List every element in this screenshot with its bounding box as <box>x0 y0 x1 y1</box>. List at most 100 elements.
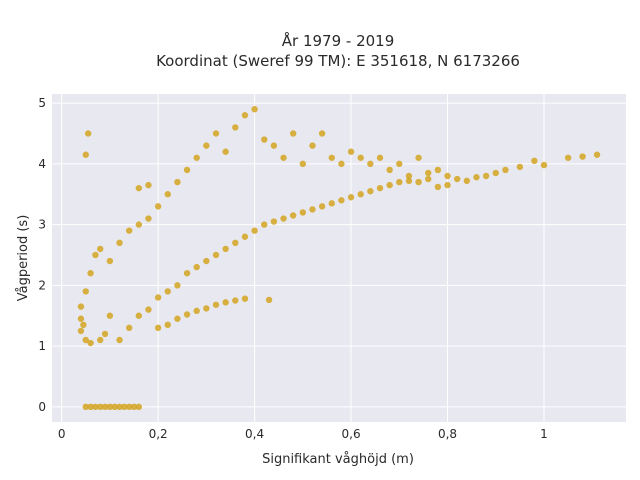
data-point <box>434 166 442 174</box>
data-point <box>203 142 210 149</box>
data-point <box>251 105 258 113</box>
data-point <box>193 307 200 315</box>
data-point <box>444 181 451 189</box>
data-points <box>77 105 601 411</box>
data-point <box>106 403 114 411</box>
data-point <box>183 269 191 277</box>
data-point <box>174 315 181 322</box>
data-point <box>299 209 307 216</box>
x-tick-label: 0,2 <box>149 427 168 441</box>
data-point <box>193 263 200 271</box>
data-point <box>299 160 307 168</box>
data-point <box>232 124 239 131</box>
y-tick-label: 0 <box>38 400 46 414</box>
data-point <box>405 177 413 185</box>
x-tick-label: 0 <box>58 427 66 441</box>
data-point <box>367 160 374 168</box>
data-point <box>82 288 89 295</box>
data-point <box>116 403 123 411</box>
data-point <box>265 296 273 304</box>
data-point <box>212 251 220 259</box>
x-axis-ticks: 0 0,2 0,4 0,6 0,8 1 <box>58 427 548 441</box>
data-point <box>87 339 94 347</box>
data-point <box>87 269 94 277</box>
plot-area <box>52 94 626 422</box>
data-point <box>516 163 524 171</box>
x-axis-label: Signifikant våghöjd (m) <box>262 452 414 467</box>
data-point <box>193 154 200 161</box>
data-point <box>251 227 258 234</box>
data-point <box>318 130 326 137</box>
data-point <box>376 184 384 192</box>
data-point <box>174 282 181 289</box>
data-point <box>289 130 297 137</box>
data-point <box>174 178 181 186</box>
data-point <box>82 336 89 344</box>
data-point <box>241 295 249 302</box>
data-point <box>183 166 191 174</box>
data-point <box>183 311 191 318</box>
data-point <box>116 336 123 344</box>
data-point <box>367 187 374 195</box>
data-point <box>434 183 442 191</box>
data-point <box>97 403 104 411</box>
data-point <box>130 403 138 411</box>
x-tick-label: 0,4 <box>245 427 264 441</box>
data-point <box>502 166 509 174</box>
data-point <box>347 148 355 155</box>
data-point <box>106 257 114 265</box>
data-point <box>482 172 490 180</box>
data-point <box>121 403 128 411</box>
grid-lines <box>52 94 626 422</box>
data-point <box>145 215 152 222</box>
data-point <box>241 112 249 119</box>
data-point <box>357 191 364 198</box>
data-point <box>145 306 152 313</box>
data-point <box>87 403 94 411</box>
data-point <box>135 312 143 319</box>
data-point <box>125 403 133 411</box>
data-point <box>135 403 143 411</box>
data-point <box>222 245 229 253</box>
data-point <box>101 403 109 411</box>
data-point <box>261 221 268 228</box>
data-point <box>203 257 210 265</box>
y-tick-label: 2 <box>38 278 46 292</box>
chart-subtitle: Koordinat (Sweref 99 TM): E 351618, N 61… <box>156 52 520 70</box>
data-point <box>425 169 432 177</box>
data-point <box>97 245 104 253</box>
data-point <box>415 154 422 161</box>
data-point <box>386 166 393 174</box>
data-point <box>97 336 104 344</box>
data-point <box>154 324 162 332</box>
y-tick-label: 1 <box>38 339 46 353</box>
data-point <box>101 330 109 338</box>
data-point <box>222 299 229 306</box>
data-point <box>232 297 239 304</box>
data-point <box>241 233 249 240</box>
data-point <box>338 160 345 168</box>
data-point <box>415 178 422 186</box>
data-point <box>154 203 162 210</box>
data-point <box>77 315 85 322</box>
data-point <box>531 157 538 165</box>
data-point <box>125 227 133 234</box>
data-point <box>309 142 316 149</box>
data-point <box>338 197 345 204</box>
data-point <box>111 403 118 411</box>
data-point <box>492 169 499 177</box>
data-point <box>328 200 335 207</box>
y-axis-ticks: 0 1 2 3 4 5 <box>38 96 46 414</box>
data-point <box>135 184 143 192</box>
data-point <box>145 181 152 189</box>
data-point <box>579 153 586 160</box>
chart-title: År 1979 - 2019 <box>282 31 395 50</box>
data-point <box>212 301 220 308</box>
data-point <box>164 321 171 329</box>
data-point <box>444 172 451 180</box>
data-point <box>318 203 326 210</box>
data-point <box>396 178 403 186</box>
data-point <box>473 174 480 181</box>
data-point <box>106 312 114 319</box>
data-point <box>135 221 143 228</box>
